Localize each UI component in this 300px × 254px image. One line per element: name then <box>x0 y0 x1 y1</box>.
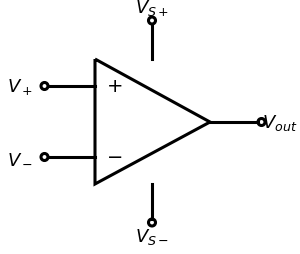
Text: $V_{out}$: $V_{out}$ <box>262 113 297 133</box>
Text: +: + <box>107 77 123 96</box>
Text: $V_{S-}$: $V_{S-}$ <box>135 226 169 246</box>
Text: −: − <box>107 148 123 167</box>
Text: $V_+$: $V_+$ <box>7 77 33 97</box>
Text: $V_-$: $V_-$ <box>7 148 33 166</box>
Text: $V_{S+}$: $V_{S+}$ <box>135 0 169 18</box>
